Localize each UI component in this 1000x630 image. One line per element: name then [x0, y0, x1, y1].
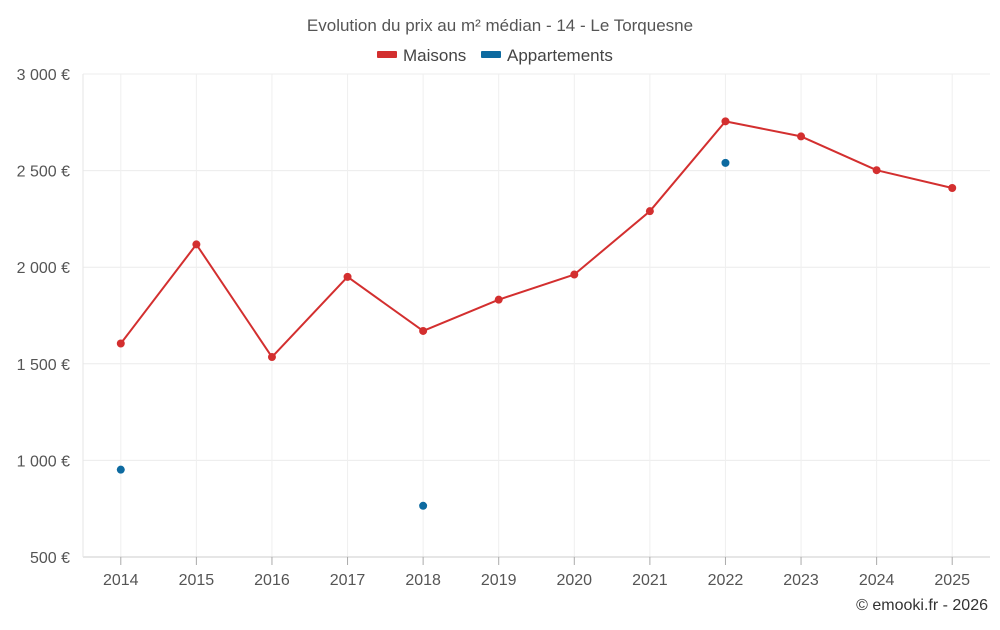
y-tick-label: 2 500 € [17, 164, 70, 181]
credit-text: © emooki.fr - 2026 [856, 597, 988, 614]
y-tick-label: 2 000 € [17, 260, 70, 277]
data-point-maisons-2015[interactable] [192, 240, 201, 249]
y-tick-label: 1 000 € [17, 453, 70, 470]
legend-label-appartements: Appartements [507, 46, 613, 65]
gridlines [83, 73, 990, 557]
data-point-maisons-2025[interactable] [948, 183, 957, 192]
data-point-appartements-2018[interactable] [419, 501, 428, 510]
data-point-maisons-2024[interactable] [872, 166, 881, 175]
x-tick-label: 2021 [632, 572, 668, 589]
data-point-maisons-2023[interactable] [797, 132, 806, 141]
x-tick-label: 2017 [330, 572, 366, 589]
legend-item-appartements[interactable]: Appartements [481, 46, 613, 65]
x-tick-label: 2018 [405, 572, 441, 589]
data-point-maisons-2017[interactable] [343, 272, 352, 281]
legend: Maisons Appartements [377, 46, 613, 65]
y-tick-label: 500 € [30, 550, 70, 567]
data-point-maisons-2018[interactable] [419, 326, 428, 335]
legend-swatch-maisons [377, 51, 397, 58]
data-point-appartements-2014[interactable] [116, 465, 125, 474]
x-tick-label: 2025 [934, 572, 970, 589]
data-point-maisons-2021[interactable] [645, 207, 654, 216]
x-tick-label: 2020 [556, 572, 592, 589]
legend-label-maisons: Maisons [403, 46, 466, 65]
chart-title: Evolution du prix au m² médian - 14 - Le… [307, 16, 693, 35]
x-tick-label: 2016 [254, 572, 290, 589]
legend-item-maisons[interactable]: Maisons [377, 46, 466, 65]
legend-swatch-appartements [481, 51, 501, 58]
x-tick-label: 2014 [103, 572, 139, 589]
x-tick-label: 2015 [179, 572, 215, 589]
x-tick-label: 2022 [708, 572, 744, 589]
data-point-maisons-2020[interactable] [570, 270, 579, 279]
series-line-maisons [119, 120, 953, 359]
data-point-maisons-2016[interactable] [267, 353, 276, 362]
axes [82, 74, 990, 558]
x-tick-label: 2023 [783, 572, 819, 589]
x-tick-label: 2024 [859, 572, 895, 589]
series-lines [119, 120, 953, 359]
data-point-appartements-2022[interactable] [721, 158, 730, 167]
series-points [116, 117, 957, 510]
y-axis-ticks: 500 € 1 000 € 1 500 € 2 000 € 2 500 € 3 000 € [17, 67, 70, 567]
y-tick-label: 3 000 € [17, 67, 70, 84]
data-point-maisons-2019[interactable] [494, 295, 503, 304]
x-axis-ticks: 2014 2015 2016 2017 2018 2019 2020 2021 2022 2023… [103, 557, 970, 589]
x-tick-label: 2019 [481, 572, 517, 589]
data-point-maisons-2014[interactable] [116, 339, 125, 348]
data-point-maisons-2022[interactable] [721, 117, 730, 126]
y-tick-label: 1 500 € [17, 357, 70, 374]
